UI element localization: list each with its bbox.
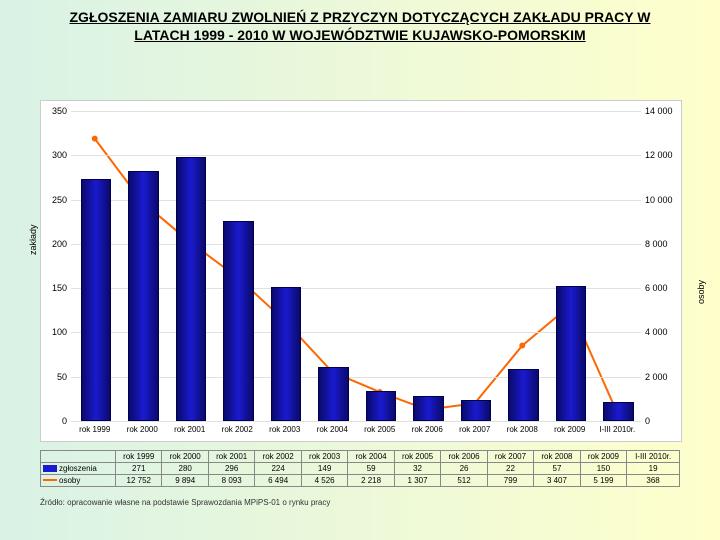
y-right-tick: 14 000 [645, 106, 679, 116]
y-right-tick: 2 000 [645, 372, 679, 382]
y-left-tick: 300 [43, 150, 67, 160]
table-cell: 5 199 [580, 475, 626, 487]
y-left-tick: 250 [43, 195, 67, 205]
table-header-cell: rok 2003 [301, 451, 347, 463]
y-left-tick: 350 [43, 106, 67, 116]
table-cell: 280 [162, 463, 208, 475]
y-axis-left-label: zakłady [28, 224, 38, 255]
bar [366, 391, 397, 421]
x-category-label: rok 2003 [269, 425, 300, 434]
table-cell: 12 752 [116, 475, 162, 487]
x-category-label: rok 2006 [412, 425, 443, 434]
table-cell: 512 [441, 475, 487, 487]
table-header-cell: I-III 2010r. [627, 451, 680, 463]
bar-swatch [43, 465, 57, 472]
x-category-label: I-III 2010r. [599, 425, 635, 434]
table-cell: 59 [348, 463, 394, 475]
table-cell: 149 [301, 463, 347, 475]
chart-area: 0 0 50 2 000 100 4 000 150 6 000 200 8 000 250 10 0… [40, 100, 682, 442]
bar [603, 402, 634, 421]
table-cell: 57 [534, 463, 580, 475]
y-axis-right-label: osoby [696, 280, 706, 304]
legend-bars-label: zgłoszenia [59, 464, 97, 473]
grid-line [71, 421, 641, 422]
bar [461, 400, 492, 421]
table-cell: 32 [394, 463, 440, 475]
x-category-label: rok 2000 [127, 425, 158, 434]
y-right-tick: 4 000 [645, 327, 679, 337]
table-row: osoby 12 7529 8948 0936 4944 5262 2181 3… [41, 475, 680, 487]
table-header-cell: rok 2001 [208, 451, 254, 463]
plot-region: 00502 0001004 0001506 0002008 00025010 0… [71, 111, 641, 421]
table-header-cell: rok 2008 [534, 451, 580, 463]
x-category-label: rok 2001 [174, 425, 205, 434]
table-header-cell: rok 2004 [348, 451, 394, 463]
bar [271, 287, 302, 421]
bar [176, 157, 207, 421]
y-right-tick: 12 000 [645, 150, 679, 160]
table-cell: 296 [208, 463, 254, 475]
table-cell: 1 307 [394, 475, 440, 487]
y-right-tick: 6 000 [645, 283, 679, 293]
table-header-row: rok 1999rok 2000rok 2001rok 2002rok 2003… [41, 451, 680, 463]
bar [81, 179, 112, 421]
x-category-label: rok 2004 [317, 425, 348, 434]
data-table: rok 1999rok 2000rok 2001rok 2002rok 2003… [40, 450, 680, 487]
chart-title: ZGŁOSZENIA ZAMIARU ZWOLNIEŃ Z PRZYCZYN D… [0, 0, 720, 48]
y-left-tick: 0 [43, 416, 67, 426]
table-header-cell: rok 2002 [255, 451, 301, 463]
table-header-cell: rok 2007 [487, 451, 533, 463]
table-cell: 271 [116, 463, 162, 475]
table-row: zgłoszenia 27128029622414959322622571501… [41, 463, 680, 475]
y-left-tick: 100 [43, 327, 67, 337]
grid-line [71, 111, 641, 112]
table-cell: 150 [580, 463, 626, 475]
x-category-label: rok 2007 [459, 425, 490, 434]
legend-line-label: osoby [59, 476, 80, 485]
bar [223, 221, 254, 421]
table-cell: 8 093 [208, 475, 254, 487]
y-left-tick: 150 [43, 283, 67, 293]
table-header-cell: rok 1999 [116, 451, 162, 463]
table-cell: 368 [627, 475, 680, 487]
line-swatch [43, 479, 57, 481]
y-left-tick: 200 [43, 239, 67, 249]
x-category-label: rok 2002 [222, 425, 253, 434]
table-cell: 224 [255, 463, 301, 475]
table-cell: 6 494 [255, 475, 301, 487]
x-category-label: rok 2005 [364, 425, 395, 434]
table-header-cell: rok 2006 [441, 451, 487, 463]
bar [508, 369, 539, 421]
y-right-tick: 8 000 [645, 239, 679, 249]
table-cell: 19 [627, 463, 680, 475]
y-right-tick: 10 000 [645, 195, 679, 205]
table-corner [41, 451, 116, 463]
table-header-cell: rok 2000 [162, 451, 208, 463]
table-header-cell: rok 2005 [394, 451, 440, 463]
x-category-label: rok 2009 [554, 425, 585, 434]
slide: ZGŁOSZENIA ZAMIARU ZWOLNIEŃ Z PRZYCZYN D… [0, 0, 720, 540]
bar [413, 396, 444, 421]
table-cell: 3 407 [534, 475, 580, 487]
x-category-label: rok 2008 [507, 425, 538, 434]
legend-bars: zgłoszenia [41, 463, 116, 475]
y-right-tick: 0 [645, 416, 679, 426]
x-category-label: rok 1999 [79, 425, 110, 434]
table-cell: 799 [487, 475, 533, 487]
legend-line: osoby [41, 475, 116, 487]
table-cell: 22 [487, 463, 533, 475]
table-cell: 4 526 [301, 475, 347, 487]
grid-line [71, 155, 641, 156]
bar [556, 286, 587, 421]
table-header-cell: rok 2009 [580, 451, 626, 463]
bar [318, 367, 349, 421]
table-cell: 9 894 [162, 475, 208, 487]
table-cell: 26 [441, 463, 487, 475]
bar [128, 171, 159, 421]
source-footnote: Źródło: opracowanie własne na podstawie … [40, 498, 330, 507]
table-cell: 2 218 [348, 475, 394, 487]
y-left-tick: 50 [43, 372, 67, 382]
